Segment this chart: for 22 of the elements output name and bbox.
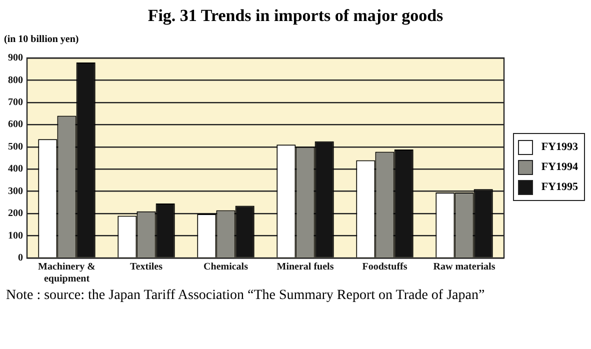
y-tick-label: 600: [8, 119, 23, 130]
y-tick-label: 900: [8, 52, 23, 64]
text: Note : source: the Japan Tariff Association “The Summary Report on Trade of Japan”: [6, 288, 486, 304]
x-tick-label: Raw materials: [433, 262, 496, 273]
y-tick-label: 500: [8, 141, 23, 152]
x-tick-label: Mineral fuels: [276, 262, 334, 273]
y-tick-label: 300: [8, 186, 23, 197]
chart-title: Fig. 31 Trends in imports of major goods: [146, 6, 444, 27]
legend-label: FY1994: [541, 161, 578, 173]
x-tick-label: Foodstuffs: [362, 262, 408, 273]
y-tick-label: 800: [8, 74, 23, 86]
legend-label: FY1995: [541, 181, 578, 193]
y-tick-label: 700: [8, 97, 23, 108]
y-tick-label: 200: [8, 208, 23, 220]
x-tick-label: Textiles: [130, 262, 163, 273]
x-tick-label: Chemicals: [204, 262, 248, 273]
x-tick-label: Machinery & equipment: [38, 262, 96, 285]
y-tick-label: 400: [8, 164, 23, 175]
y-axis-title: (in 10 billion yen): [4, 34, 80, 47]
y-tick-label: 0: [18, 252, 23, 264]
legend-label: FY1993: [541, 141, 578, 153]
y-tick-label: 100: [8, 230, 23, 242]
